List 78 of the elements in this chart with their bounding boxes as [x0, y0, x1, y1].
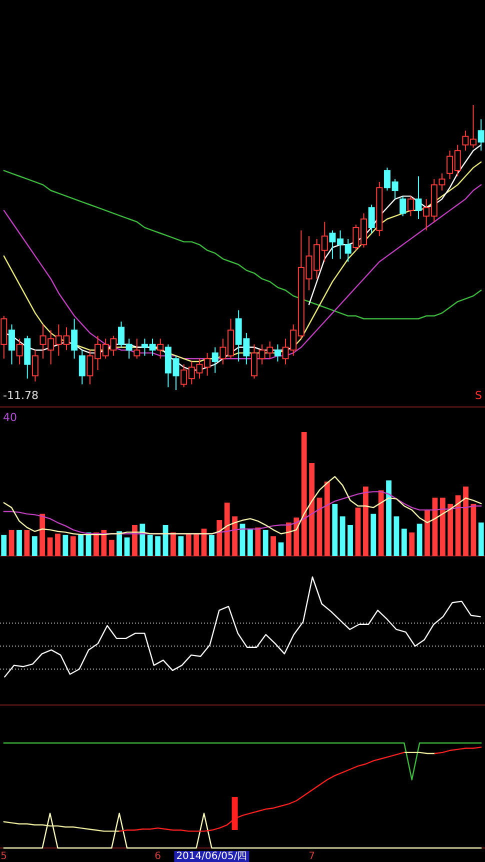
bar: [101, 530, 107, 556]
candlestick: [157, 338, 164, 360]
bar: [286, 522, 292, 556]
candlestick: [8, 324, 15, 365]
annotation: -11.78: [3, 389, 38, 402]
bar: [416, 524, 422, 556]
bar: [455, 495, 461, 556]
bar: [409, 532, 415, 556]
bar: [340, 516, 346, 556]
bar: [463, 486, 468, 556]
bar: [378, 490, 384, 556]
bar: [478, 522, 484, 556]
candlestick: [32, 350, 38, 382]
bar: [324, 482, 330, 556]
bar: [232, 516, 238, 556]
text: 40: [3, 411, 17, 424]
bar: [401, 528, 407, 556]
bar: [294, 518, 300, 556]
bar: [370, 514, 376, 556]
candlestick: [415, 176, 422, 220]
bar: [70, 536, 76, 556]
bar: [186, 534, 192, 556]
candlestick: [16, 338, 23, 365]
bar: [32, 536, 38, 556]
candlestick: [212, 346, 218, 374]
bar: [194, 534, 200, 556]
bar: [170, 532, 176, 556]
bar: [132, 525, 138, 556]
bar: [386, 480, 392, 556]
bar: [270, 536, 276, 556]
candlestick: [407, 196, 414, 217]
annotation: S: [475, 389, 482, 402]
bar: [309, 463, 314, 556]
bar: [394, 516, 400, 556]
bar: [362, 486, 368, 556]
bar: [248, 528, 253, 556]
bar: [62, 534, 68, 556]
candlestick: [134, 338, 140, 360]
bar: [332, 504, 338, 556]
bar: [216, 520, 222, 556]
x-tick-label: 5: [0, 851, 8, 862]
bar: [440, 498, 446, 556]
bar: [24, 530, 30, 556]
bar: [262, 530, 268, 556]
x-tick-label: 7: [308, 851, 315, 862]
bar: [255, 527, 261, 556]
bar: [424, 510, 430, 556]
x-tick-label: 6: [154, 851, 162, 862]
bar: [94, 532, 99, 556]
bar: [47, 537, 53, 556]
bar: [124, 537, 130, 556]
bar: [40, 514, 46, 556]
bar: [8, 530, 14, 556]
bar: [55, 534, 60, 556]
candlestick: [400, 196, 406, 217]
bar: [116, 531, 122, 556]
bar: [178, 536, 184, 556]
bar: [16, 530, 22, 556]
bar: [301, 432, 307, 556]
bar: [448, 504, 454, 556]
bar: [147, 534, 153, 556]
bar: [155, 536, 161, 556]
bar: [278, 542, 284, 556]
candlestick: [78, 350, 86, 385]
candlestick: [368, 204, 375, 234]
bar: [1, 534, 7, 556]
bar: [316, 498, 322, 556]
bar: [470, 504, 476, 556]
candlestick: [71, 318, 78, 360]
bar: [224, 502, 230, 556]
bar: [78, 534, 84, 556]
candlestick: [478, 118, 484, 152]
bar: [348, 525, 353, 556]
bar: [108, 540, 114, 556]
bar: [355, 508, 361, 556]
bar: [209, 534, 214, 556]
bar: [140, 524, 146, 556]
candlestick: [274, 344, 281, 362]
